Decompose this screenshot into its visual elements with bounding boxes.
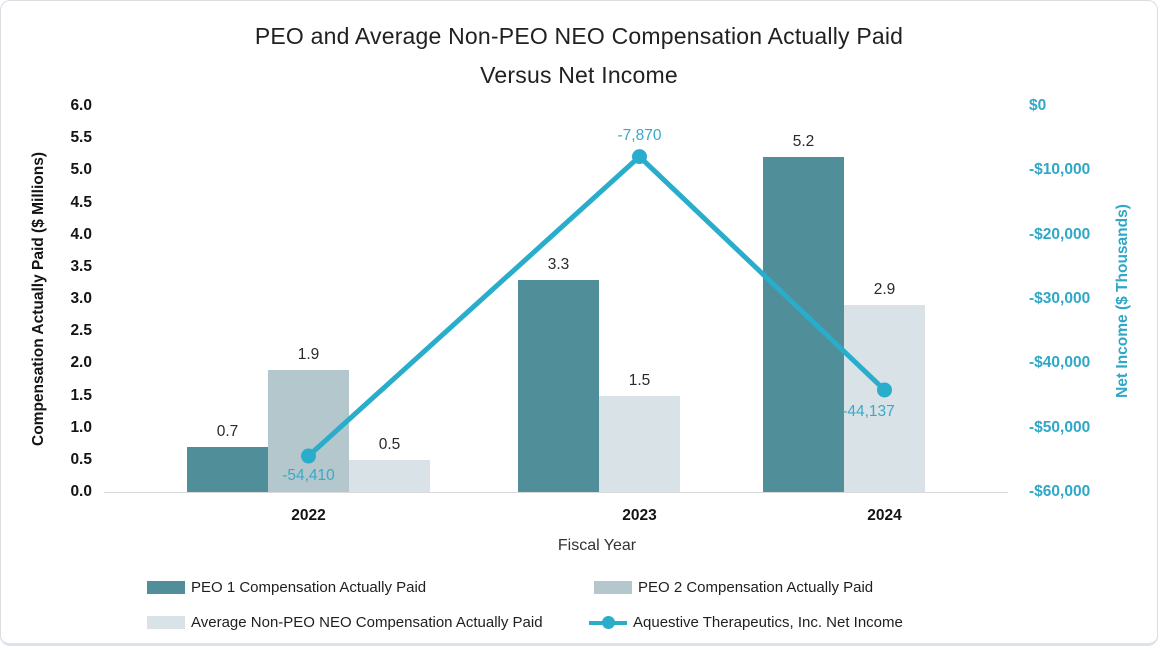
chart-title-line-1: PEO and Average Non-PEO NEO Compensation… <box>254 23 904 49</box>
bar-value-label: 0.7 <box>216 422 239 440</box>
chart-title-line-2: Versus Net Income <box>480 62 678 88</box>
bar-2023 <box>518 279 599 492</box>
x-tick-label: 2022 <box>291 507 326 524</box>
right-tick-label: $0 <box>1029 97 1047 114</box>
net-income-line <box>306 153 887 458</box>
left-tick-label: 1.5 <box>70 386 92 404</box>
legend-label-net-income: Aquestive Therapeutics, Inc. Net Income <box>633 614 903 631</box>
bar-value-label: 0.5 <box>378 435 401 453</box>
right-tick-label: -$40,000 <box>1029 354 1091 372</box>
net-income-value-label: -54,410 <box>282 467 335 485</box>
left-tick-label: 4.5 <box>70 193 92 211</box>
left-tick-label: 3.0 <box>70 290 92 307</box>
bar-value-label: 3.3 <box>547 255 570 273</box>
left-tick-label: 5.0 <box>70 161 92 179</box>
x-tick-label: 2023 <box>622 507 657 524</box>
bar-2023 <box>599 395 680 492</box>
net-income-value-label: -44,137 <box>842 402 895 420</box>
bar-2024 <box>844 305 925 492</box>
left-tick-label: 2.0 <box>70 354 92 372</box>
legend-label-avg-neo: Average Non-PEO NEO Compensation Actuall… <box>191 614 543 631</box>
legend-label-peo1: PEO 1 Compensation Actually Paid <box>191 579 427 596</box>
left-tick-label: 5.5 <box>70 129 92 147</box>
left-tick-label: 0.0 <box>70 483 92 500</box>
legend-item-net-income: Aquestive Therapeutics, Inc. Net Income <box>589 614 903 631</box>
left-tick-label: 4.0 <box>70 225 92 243</box>
bar-2022 <box>187 446 268 492</box>
x-tick-label: 2024 <box>867 507 902 524</box>
legend-swatch-avg-neo <box>147 616 185 629</box>
right-tick-label: -$60,000 <box>1029 483 1091 500</box>
legend-item-avg-neo: Average Non-PEO NEO Compensation Actuall… <box>147 614 543 631</box>
right-tick-label: -$10,000 <box>1029 161 1091 179</box>
left-tick-label: 0.5 <box>70 450 92 468</box>
net-income-point <box>301 448 316 464</box>
net-income-point <box>632 149 647 165</box>
legend-label-peo2: PEO 2 Compensation Actually Paid <box>638 579 874 596</box>
net-income-value-label: -7,870 <box>617 126 662 144</box>
left-tick-label: 2.5 <box>70 322 92 340</box>
bar-2024 <box>763 157 844 492</box>
bar-value-label: 5.2 <box>792 133 815 151</box>
plot-area: 0.7 1.9 0.5 3.3 1.5 5.2 2.9 -54,410 -7,870 -44,1… <box>106 106 1006 492</box>
left-axis-title: Compensation Actually Paid ($ Millions) <box>30 152 47 446</box>
left-tick-label: 6.0 <box>70 97 92 114</box>
left-tick-label: 1.0 <box>70 418 92 436</box>
x-axis-title: Fiscal Year <box>557 537 637 554</box>
net-income-line-layer <box>301 149 892 464</box>
legend-item-peo2: PEO 2 Compensation Actually Paid <box>594 579 873 596</box>
right-tick-label: -$20,000 <box>1029 225 1091 243</box>
legend-swatch-peo1 <box>147 581 185 594</box>
x-axis-line <box>104 492 1008 493</box>
legend-line-marker-icon <box>589 616 627 629</box>
bar-value-label: 1.5 <box>628 371 651 389</box>
left-tick-label: 3.5 <box>70 257 92 275</box>
bar-2022 <box>349 459 430 492</box>
chart-title: PEO and Average Non-PEO NEO Compensation… <box>1 17 1157 95</box>
net-income-point <box>877 382 892 398</box>
right-tick-label: -$50,000 <box>1029 418 1091 436</box>
legend-item-peo1: PEO 1 Compensation Actually Paid <box>147 579 426 596</box>
legend-swatch-peo2 <box>594 581 632 594</box>
right-tick-label: -$30,000 <box>1029 290 1091 307</box>
bar-value-label: 1.9 <box>297 345 320 363</box>
bar-value-label: 2.9 <box>873 281 896 299</box>
right-axis-title: Net Income ($ Thousands) <box>1114 204 1131 398</box>
